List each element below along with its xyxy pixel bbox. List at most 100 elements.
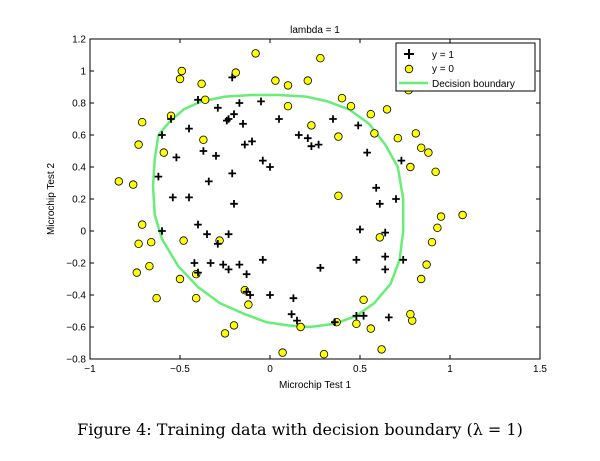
- negative-point-38: [191, 294, 201, 303]
- legend-item-boundary: Decision boundary: [399, 79, 515, 90]
- positive-point-20: [206, 259, 215, 267]
- circle-marker-icon: [404, 64, 414, 74]
- positive-point-39: [381, 252, 389, 261]
- positive-point-29: [266, 291, 274, 299]
- positive-point-37: [316, 264, 325, 272]
- positive-point-8: [154, 172, 163, 181]
- positive-point-28: [246, 291, 254, 299]
- positive-point-3: [228, 73, 236, 82]
- negative-point-61: [296, 322, 305, 332]
- positive-point-30: [289, 294, 298, 302]
- y-tick-label-2: −0.4: [66, 291, 86, 302]
- negative-point-28: [406, 310, 415, 319]
- y-tick-label-6: 0.4: [72, 163, 86, 174]
- positive-point-48: [397, 156, 406, 165]
- positive-point-13: [185, 193, 193, 202]
- positive-points-layer: [154, 73, 407, 326]
- positive-point-62: [248, 137, 256, 146]
- positive-point-34: [352, 312, 361, 320]
- negative-point-5: [271, 76, 280, 85]
- negative-point-16: [411, 129, 420, 138]
- positive-point-14: [158, 227, 166, 235]
- legend-item-positive: y = 1: [404, 49, 454, 61]
- x-tick-label-4: 1: [447, 364, 453, 375]
- positive-point-6: [199, 147, 208, 155]
- negative-point-23: [458, 210, 467, 220]
- negative-point-19: [424, 148, 433, 157]
- positive-point-50: [329, 115, 337, 123]
- decision-boundary-layer: [151, 93, 405, 329]
- decision-boundary-line: [151, 93, 405, 329]
- y-tick-label-10: 1.2: [72, 35, 86, 46]
- positive-point-4: [158, 131, 166, 139]
- negative-point-20: [431, 167, 440, 176]
- positive-point-32: [293, 316, 301, 325]
- negative-point-22: [436, 212, 446, 221]
- positive-point-22: [235, 260, 244, 269]
- positive-point-58: [214, 104, 222, 112]
- positive-point-12: [169, 193, 177, 202]
- positive-point-47: [363, 148, 371, 157]
- positive-point-2: [194, 96, 202, 104]
- legend-label-negative: y = 0: [432, 64, 454, 75]
- negative-point-39: [175, 274, 185, 284]
- negative-point-40: [152, 294, 161, 303]
- positive-point-51: [314, 140, 323, 149]
- positive-point-17: [224, 230, 233, 238]
- negative-point-42: [134, 239, 143, 248]
- positive-point-19: [190, 259, 199, 267]
- negative-point-26: [417, 274, 426, 284]
- negative-point-58: [334, 191, 343, 200]
- positive-point-31: [287, 310, 296, 318]
- positive-point-9: [205, 177, 213, 186]
- y-tick-label-8: 0.8: [72, 99, 86, 110]
- positive-point-52: [304, 134, 312, 142]
- y-tick-label-0: −0.8: [66, 355, 86, 366]
- legend-item-negative: y = 0: [404, 64, 454, 75]
- positive-point-66: [266, 163, 274, 171]
- negative-point-50: [137, 117, 147, 127]
- positive-point-33: [331, 318, 339, 326]
- y-tick-label-1: −0.6: [66, 323, 86, 334]
- negative-point-21: [433, 223, 442, 232]
- positive-point-49: [354, 121, 362, 130]
- negative-point-25: [422, 260, 431, 269]
- negative-points-layer: [114, 49, 467, 359]
- x-tick-label-0: −1: [84, 364, 96, 375]
- negative-point-43: [137, 220, 147, 229]
- legend-label-boundary: Decision boundary: [432, 79, 515, 90]
- positive-point-23: [242, 270, 251, 278]
- positive-point-16: [203, 230, 211, 238]
- positive-point-56: [257, 97, 265, 106]
- positive-point-15: [194, 220, 202, 229]
- negative-point-9: [337, 93, 347, 103]
- negative-point-11: [366, 109, 375, 119]
- x-axis-label: Microchip Test 1: [279, 380, 352, 391]
- negative-point-6: [283, 81, 293, 90]
- negative-point-49: [134, 140, 143, 149]
- negative-point-3: [231, 68, 240, 77]
- positive-point-7: [212, 152, 220, 160]
- positive-point-64: [259, 156, 267, 165]
- negative-point-33: [278, 348, 287, 357]
- negative-point-18: [417, 143, 426, 152]
- negative-point-1: [177, 66, 186, 76]
- positive-point-10: [228, 169, 236, 178]
- negative-point-57: [307, 121, 316, 130]
- negative-point-44: [145, 262, 154, 271]
- positive-point-54: [295, 131, 303, 139]
- negative-point-13: [382, 105, 392, 114]
- y-tick-label-5: 0.2: [72, 195, 86, 206]
- negative-point-41: [146, 237, 156, 247]
- positive-point-63: [241, 140, 249, 149]
- positive-point-57: [235, 99, 244, 107]
- negative-point-46: [128, 180, 138, 189]
- plus-marker-icon: [404, 49, 414, 59]
- x-tick-label-2: 0: [267, 364, 273, 375]
- chart-title: lambda = 1: [290, 25, 340, 36]
- y-tick-label-3: −0.2: [66, 259, 86, 270]
- negative-point-59: [359, 295, 368, 304]
- positive-point-25: [194, 268, 202, 277]
- positive-point-1: [185, 124, 193, 133]
- positive-point-0: [167, 115, 175, 123]
